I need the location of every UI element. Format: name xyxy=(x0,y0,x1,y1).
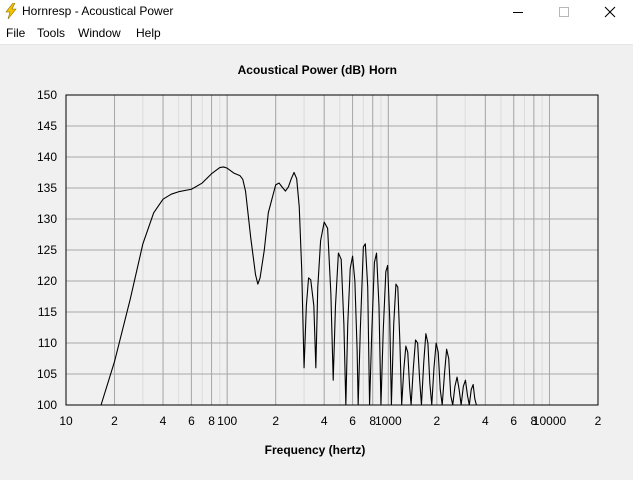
y-tick-label: 110 xyxy=(38,336,57,350)
y-tick-label: 150 xyxy=(37,88,57,102)
y-tick-label: 145 xyxy=(37,119,57,133)
menu-tools[interactable]: Tools xyxy=(37,26,66,40)
menu-help[interactable]: Help xyxy=(136,26,161,40)
x-tick-label: 100 xyxy=(217,414,237,428)
title-bar: Hornresp - Acoustical Power xyxy=(0,0,633,23)
acoustical-power-chart: Acoustical Power (dB) Horn 10 2 4 6 8 100 2 4 6 8… xyxy=(37,63,602,457)
close-button[interactable] xyxy=(587,0,633,23)
x-tick-label: 4 xyxy=(482,414,489,428)
chart-subtitle: Horn xyxy=(369,63,397,77)
chart-panel: Acoustical Power (dB) Horn 10 2 4 6 8 100 2 4 6 8… xyxy=(0,45,633,475)
x-tick-label: 6 xyxy=(510,414,517,428)
x-tick-label: 2 xyxy=(433,414,440,428)
x-tick-label: 10000 xyxy=(533,414,567,428)
y-tick-label: 135 xyxy=(37,181,57,195)
x-tick-label: 8 xyxy=(208,414,215,428)
minimize-button[interactable] xyxy=(495,0,541,23)
lightning-bolt-icon xyxy=(5,3,17,19)
menu-file[interactable]: File xyxy=(6,26,26,40)
grid-major xyxy=(66,95,598,405)
acoustical-power-line xyxy=(100,166,477,406)
menu-window[interactable]: Window xyxy=(78,26,121,40)
x-tick-label: 10 xyxy=(59,414,73,428)
y-tick-labels: 100 105 110 115 120 125 130 135 140 145 150 xyxy=(37,88,57,412)
plot-frame xyxy=(65,94,599,406)
x-tick-label: 1000 xyxy=(375,414,402,428)
x-axis-label: Frequency (hertz) xyxy=(265,443,366,457)
maximize-icon xyxy=(559,6,569,17)
maximize-button[interactable] xyxy=(541,0,587,23)
x-tick-label: 2 xyxy=(595,414,602,428)
x-tick-label: 4 xyxy=(160,414,167,428)
close-icon xyxy=(604,6,616,17)
series-layer xyxy=(100,166,477,406)
x-tick-label: 4 xyxy=(321,414,328,428)
y-tick-label: 105 xyxy=(37,367,57,381)
window-title: Hornresp - Acoustical Power xyxy=(22,4,174,18)
y-tick-label: 125 xyxy=(37,243,57,257)
y-tick-label: 140 xyxy=(37,150,57,164)
menu-bar: File Tools Window Help xyxy=(0,23,633,45)
chart-title: Acoustical Power (dB) xyxy=(238,63,365,77)
y-tick-label: 100 xyxy=(37,398,57,412)
y-tick-label: 130 xyxy=(37,212,57,226)
x-tick-label: 6 xyxy=(349,414,356,428)
y-tick-label: 115 xyxy=(38,305,57,319)
y-tick-label: 120 xyxy=(37,274,57,288)
x-tick-label: 8 xyxy=(531,414,538,428)
minimize-icon xyxy=(513,11,523,13)
x-tick-label: 2 xyxy=(111,414,118,428)
x-tick-label: 6 xyxy=(188,414,195,428)
x-tick-label: 2 xyxy=(272,414,279,428)
x-tick-label: 8 xyxy=(369,414,376,428)
